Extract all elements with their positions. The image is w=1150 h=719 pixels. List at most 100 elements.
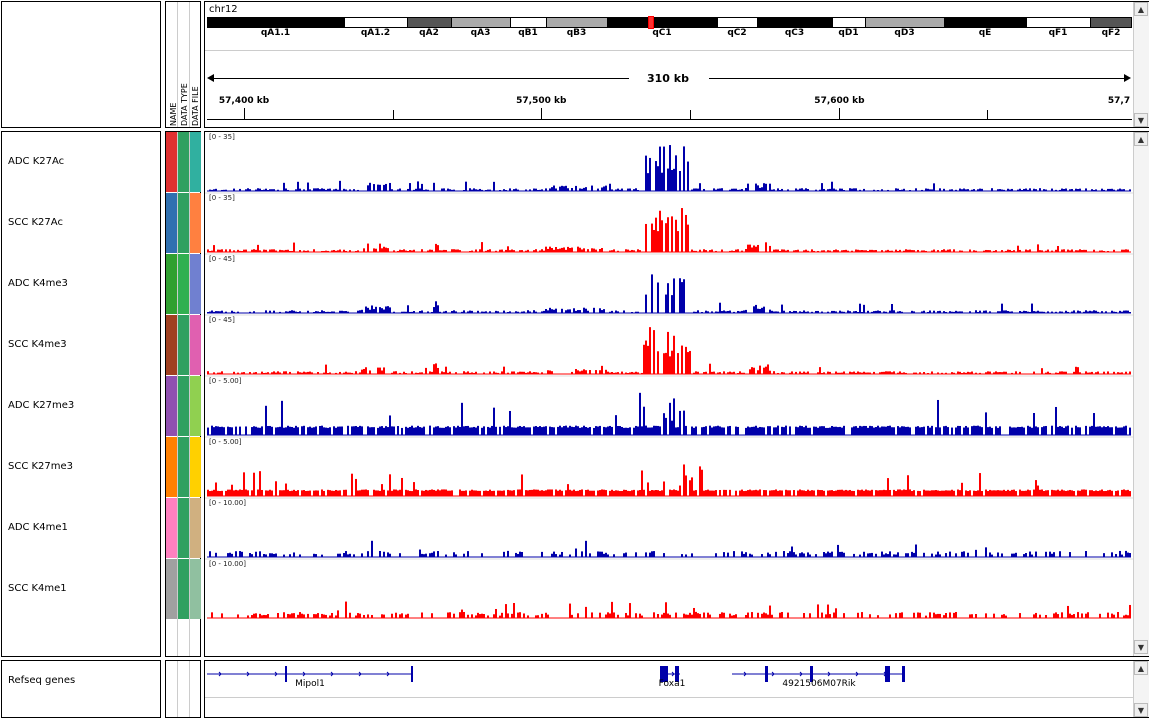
coverage-bar [413,189,415,191]
track-name[interactable]: ADC K4me3 [8,278,68,289]
attribute-cell[interactable] [178,254,189,314]
gene-label[interactable]: 4921506M07Rik [782,679,856,689]
coverage-bar [245,189,247,191]
coverage-bar [1085,425,1087,435]
coverage-bar [1079,311,1081,313]
coverage-bar [649,552,651,557]
coverage-bar [291,250,293,252]
track-name[interactable]: SCC K27me3 [8,461,74,472]
ideogram-band[interactable] [345,18,408,27]
gene-exon[interactable] [902,666,905,682]
data-panel[interactable]: [0 - 35] [0 - 35] [0 - 45] [0 - 45] [0 - 5.0… [204,131,1149,657]
ideogram-band[interactable] [452,18,511,27]
coverage-bar [745,249,747,252]
attribute-cell[interactable] [190,437,201,497]
ideogram-band[interactable] [945,18,1027,27]
attribute-cell[interactable] [178,498,189,558]
coverage-bar [609,490,611,496]
coverage-bar [985,489,987,496]
ideogram-band[interactable] [718,18,758,27]
attribute-cell[interactable] [166,376,177,436]
tracks-canvas[interactable] [205,132,1133,656]
attribute-cell[interactable] [178,559,189,619]
coverage-bar [799,188,801,191]
triangle-up-icon[interactable]: ▲ [1134,2,1148,16]
attribute-cell[interactable] [178,132,189,192]
ideogram[interactable] [207,17,1132,28]
coverage-bar [557,249,559,252]
gene-exon[interactable] [810,666,813,682]
coverage-bar [401,311,403,313]
track-name[interactable]: ADC K27Ac [8,156,65,167]
coverage-bar [479,249,481,252]
gene-exon[interactable] [411,666,413,682]
track-name[interactable]: ADC K4me1 [8,522,68,533]
ideogram-band[interactable] [547,18,608,27]
attribute-cell[interactable] [166,559,177,619]
attribute-cell[interactable] [178,315,189,375]
gene-exon[interactable] [285,666,287,682]
gene-exon[interactable] [885,666,890,682]
attribute-cell[interactable] [190,254,201,314]
genes-canvas[interactable] [205,661,1133,717]
gene-exon[interactable] [660,666,668,682]
attribute-cell[interactable] [190,315,201,375]
attribute-cell[interactable] [178,193,189,253]
data-scrollbar[interactable]: ▲ ▼ [1133,132,1149,656]
coverage-bar [897,250,899,252]
triangle-down-icon[interactable]: ▼ [1134,703,1148,717]
triangle-up-icon[interactable]: ▲ [1134,661,1148,675]
track-name[interactable]: SCC K27Ac [8,217,63,228]
coverage-bar [959,425,961,435]
track-name-refseq-genes[interactable]: Refseq genes [8,675,76,686]
attribute-cell[interactable] [190,132,201,192]
ideogram-current-region[interactable] [648,16,654,29]
attribute-cell[interactable] [178,437,189,497]
gene-label[interactable]: Foxa1 [658,679,686,689]
attribute-cell[interactable] [166,315,177,375]
ideogram-band[interactable] [833,18,866,27]
attribute-cell[interactable] [166,498,177,558]
ideogram-band[interactable] [1091,18,1131,27]
attr-header-data-file[interactable]: DATA FILE [191,86,200,126]
track-name[interactable]: SCC K4me3 [8,339,67,350]
attr-header-data-type[interactable]: DATA TYPE [180,83,189,126]
attribute-cell[interactable] [190,498,201,558]
coverage-bar [781,188,783,191]
gene-exon[interactable] [675,666,679,682]
attribute-cell[interactable] [190,193,201,253]
coverage-bar [425,553,427,557]
ideogram-band[interactable] [608,18,718,27]
coverage-bar [337,189,339,191]
attribute-cell[interactable] [190,376,201,436]
attribute-cell[interactable] [190,559,201,619]
ideogram-band[interactable] [758,18,833,27]
attribute-cell[interactable] [166,132,177,192]
attribute-cell[interactable] [166,437,177,497]
attribute-cell[interactable] [178,376,189,436]
gene-label[interactable]: Mipol1 [295,679,325,689]
coverage-bar [861,489,863,496]
ideogram-band[interactable] [1027,18,1091,27]
attr-header-name[interactable]: NAME [169,102,178,126]
coverage-bar [1067,311,1069,313]
ideogram-band[interactable] [866,18,945,27]
coverage-bar [703,490,705,496]
ideogram-band[interactable] [208,18,345,27]
header-scrollbar[interactable]: ▲ ▼ [1133,2,1149,127]
triangle-up-icon[interactable]: ▲ [1134,132,1148,146]
triangle-down-icon[interactable]: ▼ [1134,640,1148,654]
track-name[interactable]: ADC K27me3 [8,400,75,411]
feature-scrollbar[interactable]: ▲ ▼ [1133,661,1149,717]
track-name[interactable]: SCC K4me1 [8,583,67,594]
coverage-bar [265,372,267,374]
ideogram-band[interactable] [511,18,547,27]
gene-exon[interactable] [765,666,768,682]
coverage-bar [999,426,1001,435]
ideogram-band[interactable] [408,18,452,27]
attribute-cell[interactable] [166,193,177,253]
attribute-cell[interactable] [166,254,177,314]
feature-panel[interactable]: Mipol1 Foxa1 4921506M07Rik ▲ ▼ [204,660,1149,718]
triangle-down-icon[interactable]: ▼ [1134,113,1148,127]
coverage-bar [863,250,865,252]
